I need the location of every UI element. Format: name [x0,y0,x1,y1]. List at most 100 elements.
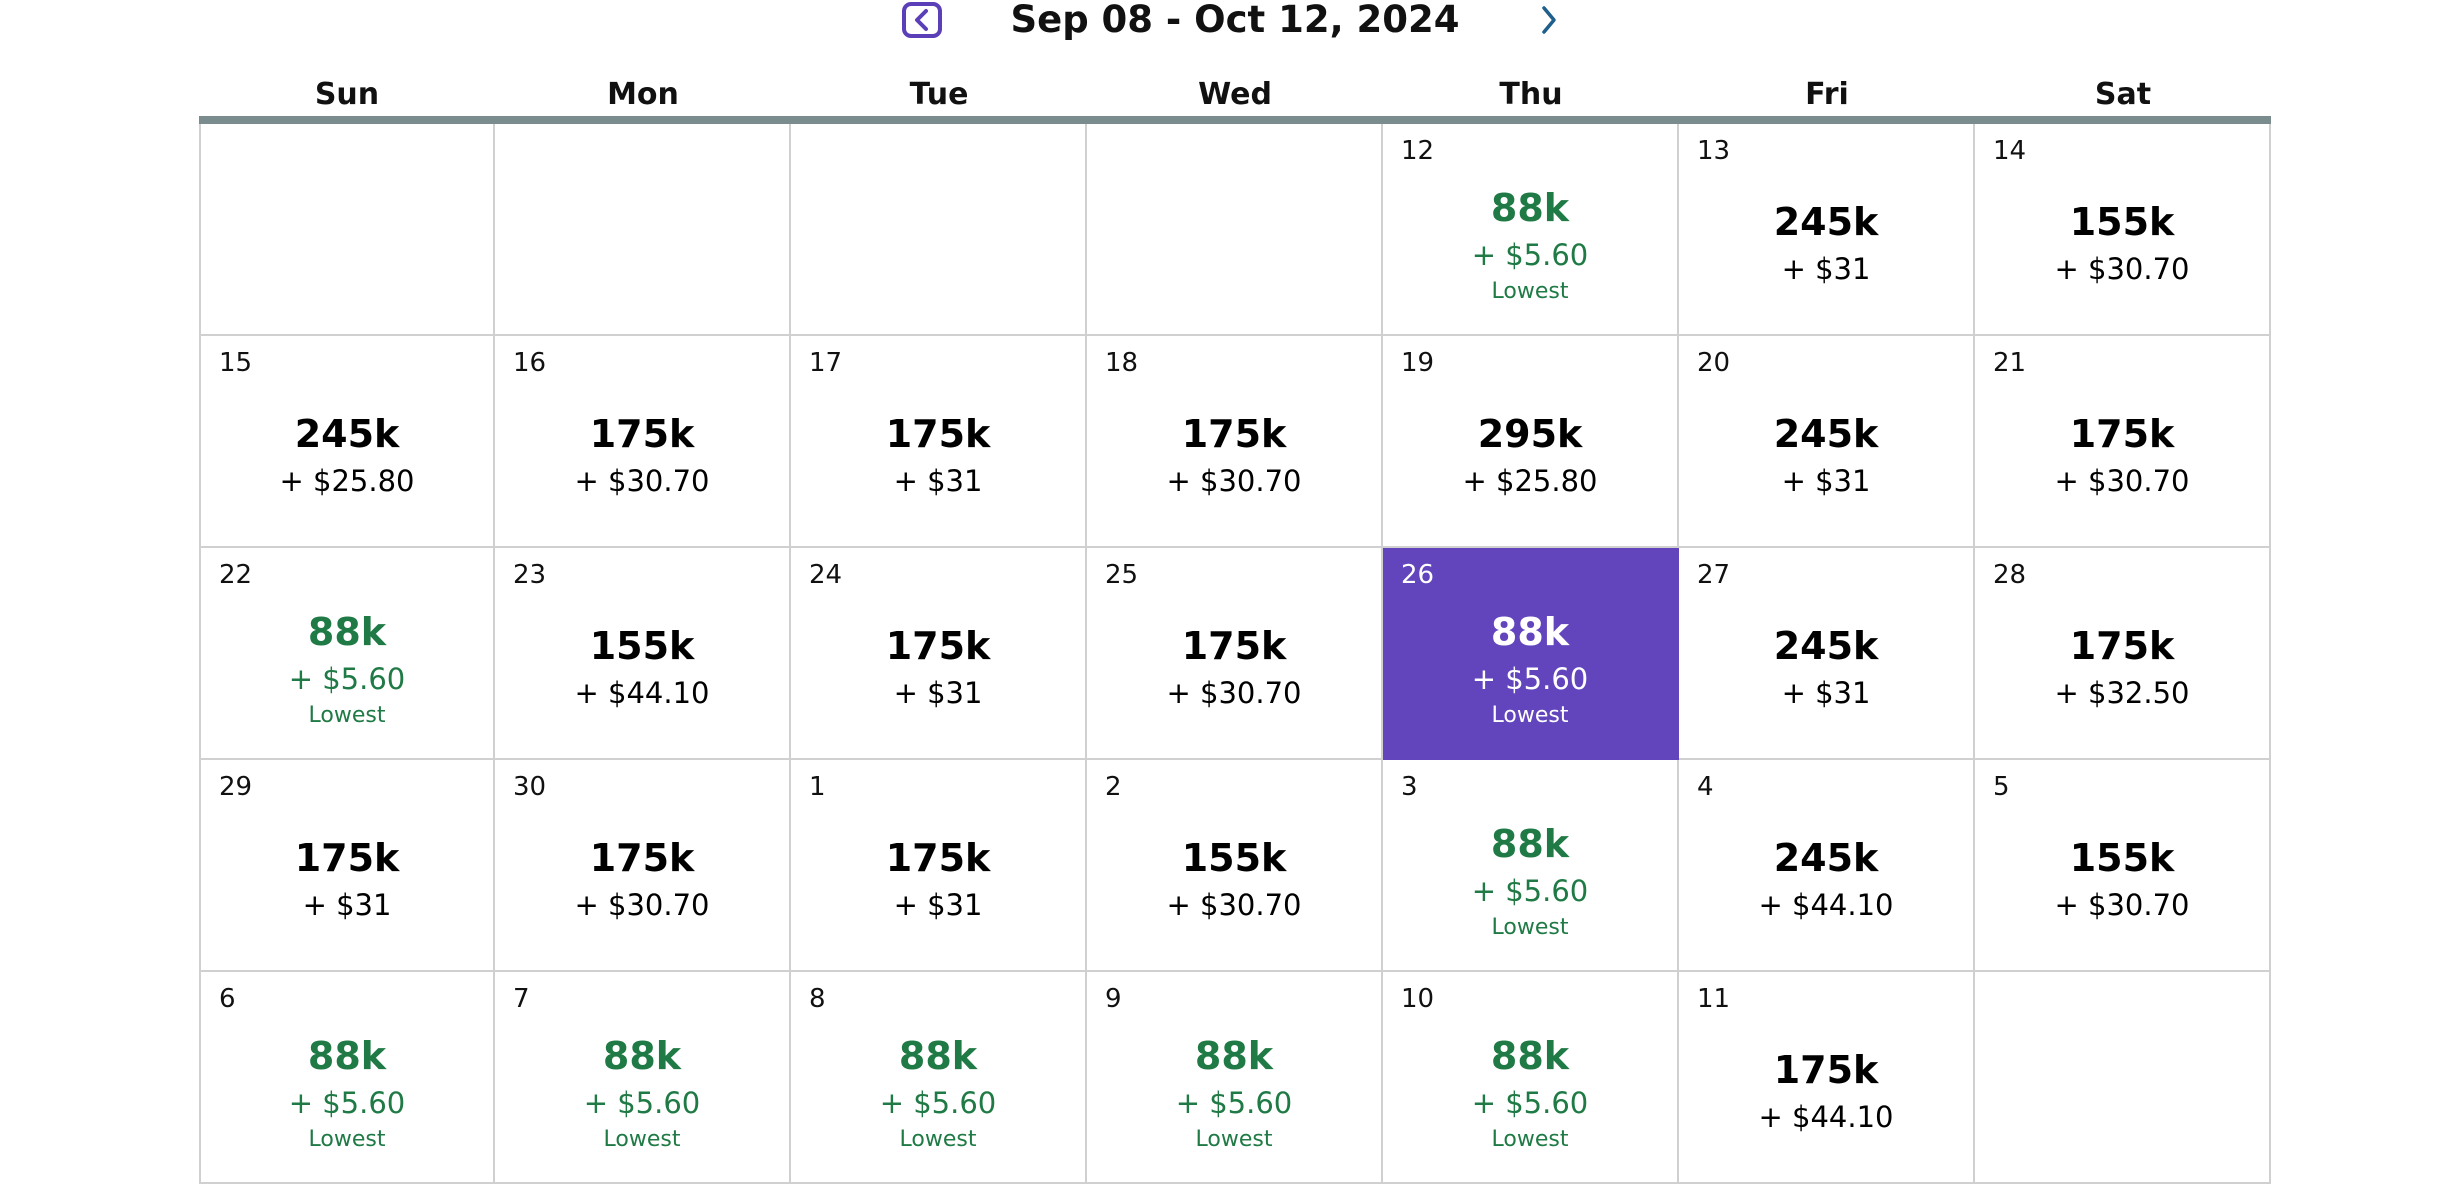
cell-date: 17 [809,348,843,378]
lowest-fare-badge: Lowest [1491,915,1569,940]
fare-taxes: + $5.60 [1471,874,1589,908]
calendar-cell[interactable]: 4 245k + $44.10 [1679,760,1975,972]
lowest-fare-badge: Lowest [1491,1127,1569,1152]
calendar-cell[interactable]: 7 88k + $5.60 Lowest [495,972,791,1184]
calendar-cell[interactable]: 13 245k + $31 [1679,124,1975,336]
calendar-cell[interactable]: 28 175k + $32.50 [1975,548,2271,760]
calendar-cell[interactable]: 29 175k + $31 [199,760,495,972]
cell-fare: 88k + $5.60 Lowest [201,584,493,758]
weekday-sat: Sat [2094,77,2152,112]
weekday-sun: Sun [314,77,380,112]
fare-points: 88k [1490,822,1570,866]
calendar-cell[interactable]: 23 155k + $44.10 [495,548,791,760]
weekday-header-row: Sun Mon Tue Wed Thu Fri Sat [199,76,2271,114]
calendar-cell[interactable]: 24 175k + $31 [791,548,1087,760]
fare-points: 175k [294,836,400,880]
lowest-fare-badge: Lowest [1491,703,1569,728]
weekday-wed: Wed [1198,77,1272,112]
cell-date: 9 [1105,984,1122,1014]
fare-points: 88k [1194,1034,1274,1078]
cell-fare: 175k + $31 [791,372,1085,546]
calendar-cell-selected[interactable]: 26 88k + $5.60 Lowest [1383,548,1679,760]
cell-date: 20 [1697,348,1731,378]
lowest-fare-badge: Lowest [308,1127,386,1152]
cell-fare: 245k + $25.80 [201,372,493,546]
calendar-cell-empty [199,124,495,336]
calendar-cell[interactable]: 9 88k + $5.60 Lowest [1087,972,1383,1184]
fare-taxes: + $30.70 [1166,676,1302,710]
fare-points: 175k [1181,412,1287,456]
calendar-cell[interactable]: 19 295k + $25.80 [1383,336,1679,548]
cell-fare: 88k + $5.60 Lowest [1383,584,1677,758]
cell-date: 16 [513,348,547,378]
calendar-cell[interactable]: 12 88k + $5.60 Lowest [1383,124,1679,336]
calendar-cell[interactable]: 5 155k + $30.70 [1975,760,2271,972]
calendar-cell[interactable]: 15 245k + $25.80 [199,336,495,548]
fare-points: 175k [589,412,695,456]
cell-date: 5 [1993,772,2010,802]
cell-fare: 175k + $30.70 [1087,584,1381,758]
calendar-cell[interactable]: 11 175k + $44.10 [1679,972,1975,1184]
cell-fare: 88k + $5.60 Lowest [495,1008,789,1182]
calendar-cell[interactable]: 2 155k + $30.70 [1087,760,1383,972]
cell-date: 30 [513,772,547,802]
cell-fare: 175k + $32.50 [1975,584,2269,758]
fare-points: 175k [885,412,991,456]
calendar-cell[interactable]: 22 88k + $5.60 Lowest [199,548,495,760]
calendar-cell[interactable]: 3 88k + $5.60 Lowest [1383,760,1679,972]
calendar-cell[interactable]: 27 245k + $31 [1679,548,1975,760]
calendar-cell[interactable]: 25 175k + $30.70 [1087,548,1383,760]
calendar-cell[interactable]: 20 245k + $31 [1679,336,1975,548]
calendar-cell-empty [791,124,1087,336]
cell-date: 3 [1401,772,1418,802]
fare-points: 155k [589,624,695,668]
cell-fare: 245k + $31 [1679,584,1973,758]
calendar-cell[interactable]: 1 175k + $31 [791,760,1087,972]
fare-taxes: + $30.70 [2054,252,2190,286]
next-month-button[interactable] [1530,2,1570,38]
fare-points: 155k [2069,836,2175,880]
calendar-cell[interactable]: 18 175k + $30.70 [1087,336,1383,548]
cell-date: 28 [1993,560,2027,590]
cell-fare: 175k + $31 [791,584,1085,758]
cell-date: 14 [1993,136,2027,166]
calendar-cell[interactable]: 8 88k + $5.60 Lowest [791,972,1087,1184]
cell-date: 15 [219,348,253,378]
calendar-cell[interactable]: 17 175k + $31 [791,336,1087,548]
cell-fare: 155k + $44.10 [495,584,789,758]
fare-points: 175k [2069,624,2175,668]
fare-points: 175k [2069,412,2175,456]
cell-date: 29 [219,772,253,802]
calendar-cell[interactable]: 6 88k + $5.60 Lowest [199,972,495,1184]
fare-points: 175k [885,624,991,668]
chevron-left-icon [915,9,928,31]
cell-date: 11 [1697,984,1731,1014]
calendar-cell[interactable]: 14 155k + $30.70 [1975,124,2271,336]
cell-fare: 88k + $5.60 Lowest [1383,796,1677,970]
calendar-cell[interactable]: 10 88k + $5.60 Lowest [1383,972,1679,1184]
lowest-fare-badge: Lowest [1195,1127,1273,1152]
fare-taxes: + $5.60 [583,1086,701,1120]
cell-date: 1 [809,772,826,802]
calendar-cell[interactable]: 30 175k + $30.70 [495,760,791,972]
fare-taxes: + $44.10 [1758,888,1894,922]
fare-taxes: + $31 [302,888,392,922]
fare-taxes: + $30.70 [574,888,710,922]
fare-points: 88k [898,1034,978,1078]
lowest-fare-badge: Lowest [1491,279,1569,304]
cell-date: 27 [1697,560,1731,590]
previous-month-button[interactable] [902,2,942,38]
fare-taxes: + $31 [893,888,983,922]
fare-points: 88k [1490,186,1570,230]
fare-points: 175k [885,836,991,880]
cell-fare: 155k + $30.70 [1087,796,1381,970]
fare-taxes: + $31 [1781,676,1871,710]
fare-points: 175k [1181,624,1287,668]
cell-fare: 88k + $5.60 Lowest [1383,160,1677,334]
calendar-cell[interactable]: 16 175k + $30.70 [495,336,791,548]
fare-points: 245k [1773,200,1879,244]
cell-fare: 175k + $31 [791,796,1085,970]
fare-points: 155k [2069,200,2175,244]
fare-taxes: + $31 [1781,252,1871,286]
calendar-cell[interactable]: 21 175k + $30.70 [1975,336,2271,548]
